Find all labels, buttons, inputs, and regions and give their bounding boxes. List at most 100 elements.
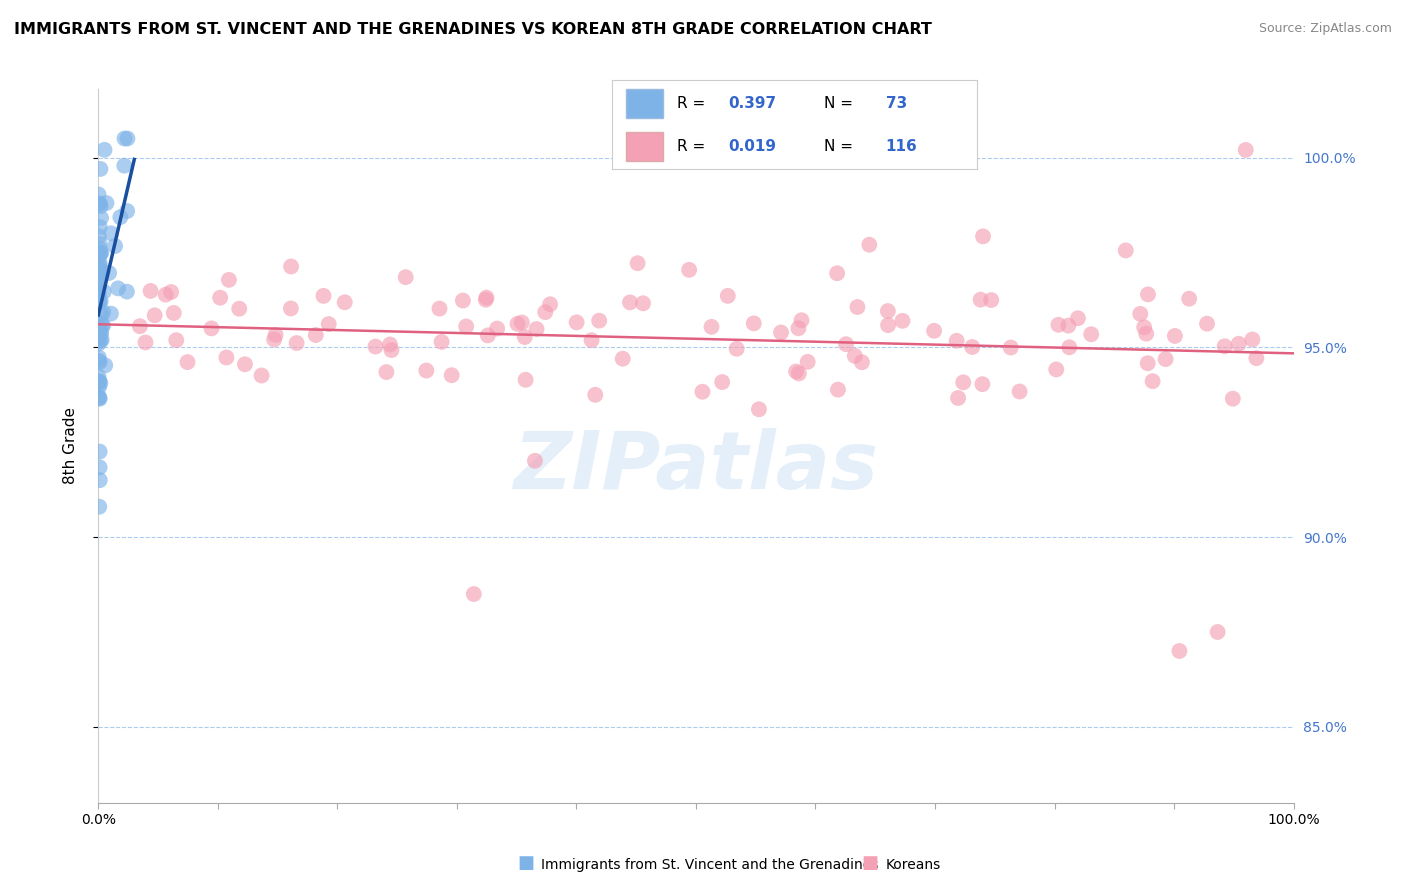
Point	[90, 325, 112, 339]
Point	[94, 359, 117, 373]
Point	[264, 327, 287, 342]
Point	[952, 376, 974, 390]
Point	[89, 263, 111, 277]
Point	[209, 291, 232, 305]
Point	[87, 229, 110, 244]
Point	[89, 256, 111, 270]
Point	[87, 246, 110, 260]
Point	[440, 368, 463, 383]
Point	[378, 337, 401, 351]
Point	[1154, 352, 1177, 367]
Point	[90, 307, 112, 321]
Point	[588, 313, 610, 327]
FancyBboxPatch shape	[626, 132, 662, 161]
Point	[89, 444, 111, 458]
Point	[565, 315, 588, 329]
Point	[1168, 644, 1191, 658]
Point	[475, 291, 498, 305]
Point	[415, 363, 437, 377]
Point	[318, 317, 340, 331]
Point	[891, 314, 914, 328]
Point	[165, 333, 187, 347]
Point	[89, 376, 111, 391]
Point	[922, 324, 945, 338]
Point	[787, 367, 810, 381]
Point	[700, 319, 723, 334]
Point	[583, 388, 606, 402]
Point	[790, 313, 813, 327]
Point	[1045, 362, 1067, 376]
Point	[89, 295, 111, 310]
Point	[89, 279, 111, 293]
Point	[112, 159, 135, 173]
Point	[456, 319, 478, 334]
Text: 116: 116	[886, 139, 918, 153]
Point	[1067, 311, 1090, 326]
Point	[1142, 374, 1164, 388]
Point	[486, 321, 509, 335]
Point	[117, 131, 139, 145]
Point	[725, 342, 748, 356]
Point	[285, 336, 308, 351]
Point	[1195, 317, 1218, 331]
Point	[463, 587, 485, 601]
Point	[91, 319, 114, 334]
Text: ■: ■	[517, 855, 534, 872]
Point	[1133, 320, 1156, 334]
Point	[93, 143, 115, 157]
Point	[87, 286, 110, 301]
Point	[515, 373, 537, 387]
Point	[1000, 341, 1022, 355]
Text: 0.019: 0.019	[728, 139, 776, 153]
Point	[104, 239, 127, 253]
Point	[263, 333, 285, 347]
Point	[280, 301, 302, 316]
Point	[1135, 326, 1157, 341]
Point	[89, 374, 111, 388]
Point	[787, 321, 810, 335]
Point	[1178, 292, 1201, 306]
Point	[89, 264, 111, 278]
Point	[846, 300, 869, 314]
Point	[89, 460, 111, 475]
Point	[128, 319, 150, 334]
Point	[375, 365, 398, 379]
Point	[87, 380, 110, 394]
Point	[89, 246, 111, 260]
Text: R =: R =	[678, 139, 710, 153]
Point	[612, 351, 634, 366]
Point	[858, 237, 880, 252]
Point	[89, 355, 111, 369]
Point	[90, 245, 112, 260]
Point	[364, 340, 387, 354]
Point	[134, 335, 156, 350]
Point	[1241, 333, 1264, 347]
Point	[1059, 340, 1081, 354]
Point	[87, 351, 110, 365]
Point	[972, 377, 994, 392]
Point	[692, 384, 714, 399]
Point	[91, 305, 114, 319]
Point	[1164, 329, 1187, 343]
Point	[1136, 287, 1159, 301]
Point	[877, 318, 900, 332]
Point	[770, 326, 793, 340]
Point	[538, 297, 561, 311]
Point	[742, 317, 765, 331]
Point	[143, 309, 166, 323]
Point	[90, 333, 112, 347]
Point	[430, 334, 453, 349]
Point	[87, 259, 110, 273]
Point	[110, 210, 132, 224]
Point	[89, 236, 111, 251]
Text: ■: ■	[862, 855, 879, 872]
Point	[90, 265, 112, 279]
Point	[89, 219, 111, 234]
Point	[115, 204, 138, 219]
Point	[619, 295, 641, 310]
Point	[1115, 244, 1137, 258]
Point	[89, 500, 111, 514]
Point	[89, 258, 111, 272]
Point	[89, 330, 111, 344]
Point	[962, 340, 984, 354]
